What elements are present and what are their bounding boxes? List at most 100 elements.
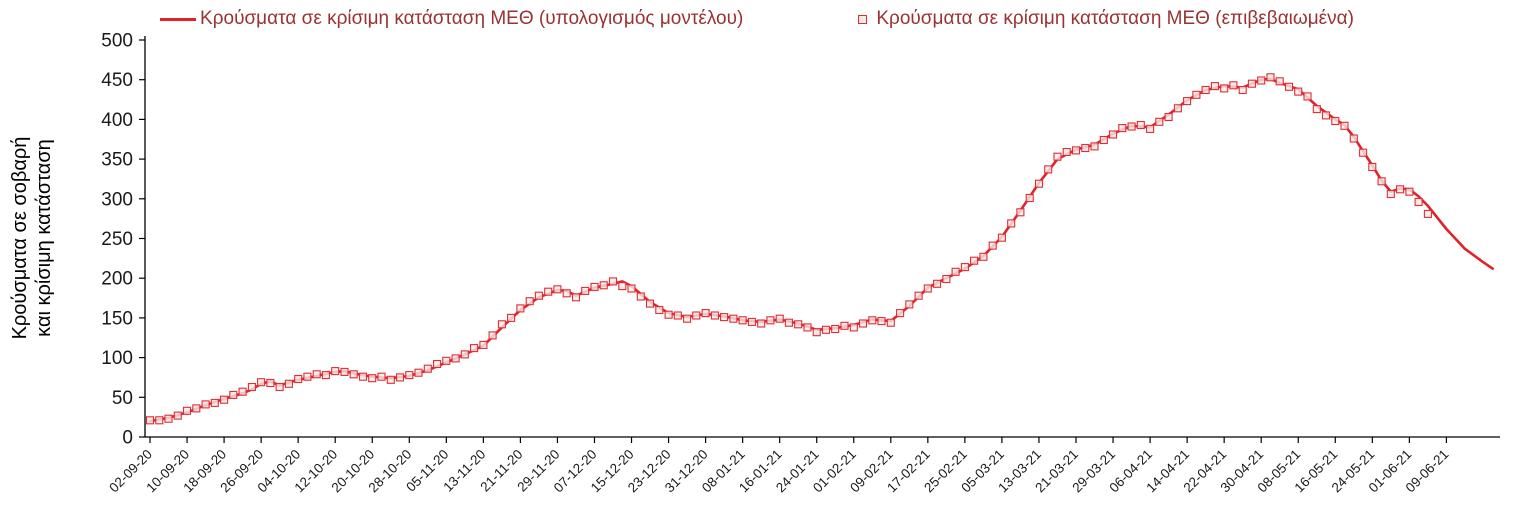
confirmed-point — [1229, 81, 1238, 90]
legend-label-model: Κρούσματα σε κρίσιμη κατάσταση ΜΕΘ (υπολ… — [200, 8, 744, 29]
confirmed-point — [247, 382, 256, 392]
confirmed-point — [692, 311, 701, 320]
confirmed-point — [284, 379, 293, 388]
y-tick-label: 250 — [101, 229, 133, 250]
y-tick-label: 350 — [101, 150, 133, 171]
confirmed-point — [553, 285, 562, 294]
confirmed-point — [747, 317, 756, 326]
confirmed-point — [414, 368, 423, 377]
confirmed-point — [812, 328, 821, 337]
confirmed-point — [516, 304, 525, 313]
confirmed-point — [1062, 147, 1071, 157]
confirmed-point — [581, 286, 590, 295]
confirmed-point — [664, 310, 673, 319]
confirmed-point — [1127, 122, 1136, 131]
confirmed-point — [1340, 121, 1349, 130]
confirmed-point — [1146, 124, 1155, 133]
confirmed-point — [849, 323, 858, 332]
confirmed-point — [701, 309, 710, 318]
confirmed-point — [655, 305, 664, 315]
confirmed-point — [933, 279, 942, 288]
confirmed-point — [349, 370, 358, 379]
confirmed-point — [1359, 148, 1368, 157]
y-tick-label: 200 — [101, 269, 133, 290]
confirmed-point — [1257, 76, 1266, 85]
legend-square-swatch — [858, 14, 868, 24]
legend-item-confirmed: Κρούσματα σε κρίσιμη κατάσταση ΜΕΘ (επιβ… — [858, 8, 1354, 30]
confirmed-point — [368, 374, 377, 383]
confirmed-point — [868, 316, 877, 325]
confirmed-point — [905, 300, 914, 309]
confirmed-point — [562, 289, 571, 298]
confirmed-point — [507, 313, 516, 322]
confirmed-point — [1136, 120, 1145, 130]
confirmed-point — [1007, 219, 1016, 228]
confirmed-point — [1238, 85, 1247, 95]
confirmed-point — [340, 367, 349, 376]
confirmed-point — [1099, 135, 1108, 145]
confirmed-point — [451, 354, 460, 363]
y-tick-label: 0 — [122, 428, 133, 449]
confirmed-point — [599, 281, 608, 290]
confirmed-point — [896, 309, 905, 318]
y-tick-label: 500 — [101, 31, 133, 52]
confirmed-point — [627, 284, 636, 293]
confirmed-point — [395, 373, 405, 382]
confirmed-point — [229, 390, 238, 399]
confirmed-point — [1164, 112, 1173, 122]
confirmed-point — [220, 395, 229, 404]
confirmed-point — [358, 372, 368, 381]
confirmed-point — [1044, 165, 1053, 174]
confirmed-point — [1034, 179, 1044, 188]
confirmed-point — [1294, 87, 1303, 96]
confirmed-point — [479, 340, 488, 349]
confirmed-point — [608, 277, 618, 286]
confirmed-point — [710, 311, 719, 320]
confirmed-point — [544, 287, 553, 296]
confirmed-point — [618, 282, 627, 291]
confirmed-point — [294, 374, 303, 384]
confirmed-point — [877, 317, 886, 326]
confirmed-point — [1414, 197, 1423, 207]
confirmed-point — [433, 359, 442, 369]
confirmed-point — [729, 314, 738, 323]
confirmed-point — [1118, 124, 1127, 133]
confirmed-point — [784, 318, 793, 327]
confirmed-point — [275, 382, 284, 392]
confirmed-point — [1266, 73, 1275, 82]
y-tick-label: 50 — [112, 388, 133, 409]
confirmed-point — [794, 320, 803, 329]
y-tick-label: 400 — [101, 110, 133, 131]
confirmed-point — [979, 252, 988, 261]
confirmed-point — [645, 299, 655, 308]
confirmed-point — [442, 356, 451, 365]
confirmed-point — [1284, 82, 1294, 91]
confirmed-point — [942, 274, 951, 284]
confirmed-point — [970, 256, 979, 265]
confirmed-point — [821, 325, 831, 334]
confirmed-point — [1201, 85, 1210, 95]
confirmed-point — [683, 314, 692, 323]
confirmed-point — [525, 297, 534, 306]
confirmed-point — [1423, 209, 1432, 218]
confirmed-point — [386, 375, 395, 384]
confirmed-point — [238, 387, 247, 396]
confirmed-point — [886, 318, 895, 327]
y-tick-label: 100 — [101, 348, 133, 369]
confirmed-point — [1016, 208, 1025, 217]
y-tick-label: 300 — [101, 189, 133, 210]
confirmed-point — [1275, 77, 1284, 86]
confirmed-point — [423, 364, 432, 373]
confirmed-point — [497, 320, 506, 329]
confirmed-point — [312, 370, 321, 379]
model-line-series — [148, 77, 1494, 423]
confirmed-point — [210, 398, 219, 407]
confirmed-point — [858, 319, 868, 328]
confirmed-point — [1071, 146, 1081, 155]
confirmed-point — [257, 378, 266, 387]
confirmed-point — [775, 314, 784, 323]
confirmed-point — [377, 372, 386, 381]
confirmed-point — [201, 400, 210, 409]
confirmed-point — [590, 282, 599, 291]
